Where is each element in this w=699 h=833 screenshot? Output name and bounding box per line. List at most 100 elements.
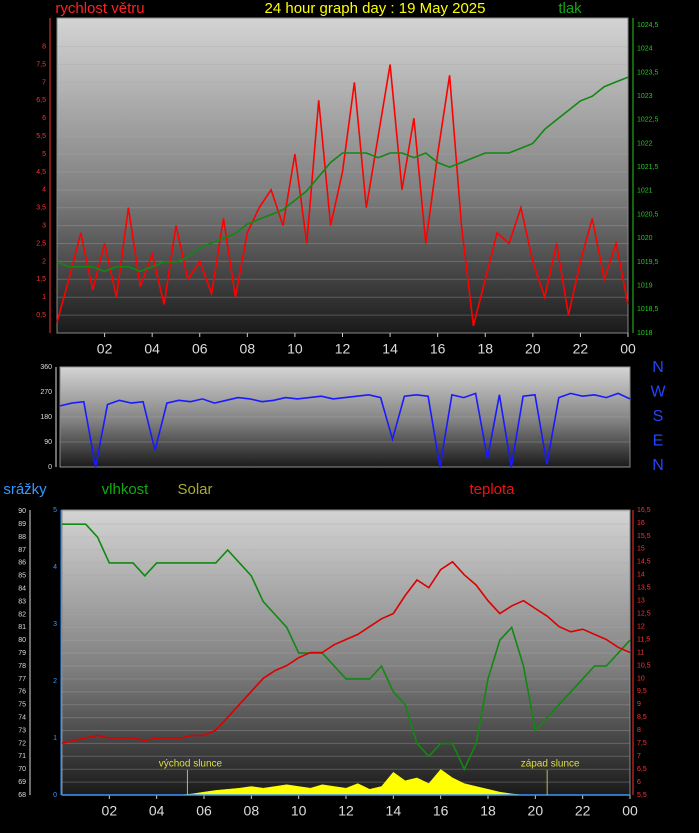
y2-tick-label: 1018,5 <box>637 306 659 313</box>
y2-tick-label: 8,5 <box>637 714 647 721</box>
y2-tick-label: 1019 <box>637 282 653 289</box>
y-tick-label: 89 <box>18 521 26 528</box>
y-tick-label: 2,5 <box>36 240 46 247</box>
y3-tick-label: 3 <box>53 621 57 628</box>
x-tick-label: 08 <box>244 803 260 819</box>
legend-entry: Solar <box>177 481 212 498</box>
y-tick-label: 3 <box>42 222 46 229</box>
y2-tick-label: 8 <box>637 727 641 734</box>
y2-tick-label: 6,5 <box>637 766 647 773</box>
y2-tick-label: 14,5 <box>637 559 651 566</box>
y-tick-label: 0,5 <box>36 312 46 319</box>
y2-tick-label: 1023,5 <box>637 69 659 76</box>
x-tick-label: 06 <box>192 341 208 357</box>
direction-label: W <box>650 384 666 401</box>
y2-tick-label: 1019,5 <box>637 259 659 266</box>
y-tick-label: 83 <box>18 598 26 605</box>
direction-label: N <box>652 457 664 474</box>
y2-tick-label: 11,5 <box>637 636 650 643</box>
y-tick-label: 79 <box>18 650 26 657</box>
y-tick-label: 3,5 <box>36 205 46 212</box>
x-tick-label: 12 <box>338 803 354 819</box>
y2-tick-label: 1022 <box>637 140 653 147</box>
x-tick-label: 16 <box>430 341 446 357</box>
x-tick-label: 18 <box>480 803 496 819</box>
y2-tick-label: 14 <box>637 572 645 579</box>
x-tick-label: 02 <box>97 341 113 357</box>
y-tick-label: 75 <box>18 702 26 709</box>
y2-tick-label: 7,5 <box>637 740 647 747</box>
x-tick-label: 00 <box>620 341 636 357</box>
y3-tick-label: 4 <box>53 564 57 571</box>
y2-tick-label: 1024,5 <box>637 22 659 29</box>
direction-label: E <box>653 433 664 450</box>
series-line <box>59 392 631 468</box>
x-tick-label: 04 <box>149 803 165 819</box>
y-tick-label: 87 <box>18 547 26 554</box>
y2-tick-label: 1021 <box>637 188 653 195</box>
x-tick-label: 06 <box>196 803 212 819</box>
y2-tick-label: 5,5 <box>637 792 647 799</box>
x-tick-label: 02 <box>102 803 118 819</box>
y-tick-label: 73 <box>18 727 26 734</box>
y-tick-label: 78 <box>18 663 26 670</box>
y-tick-label: 180 <box>40 414 52 421</box>
legend-entry: teplota <box>469 481 515 498</box>
y2-tick-label: 11 <box>637 649 644 656</box>
y2-tick-label: 1023 <box>637 93 653 100</box>
y-tick-label: 88 <box>18 534 26 541</box>
y-tick-label: 76 <box>18 689 26 696</box>
y-axis-label: rychlost větru <box>55 0 144 17</box>
x-tick-label: 08 <box>240 341 256 357</box>
series-line <box>61 560 631 744</box>
y2-tick-label: 16 <box>637 520 645 527</box>
y-tick-label: 5,5 <box>36 133 46 140</box>
y2-axis-label: tlak <box>558 0 582 17</box>
y-tick-label: 7,5 <box>36 61 46 68</box>
y-tick-label: 68 <box>18 792 26 799</box>
y-tick-label: 80 <box>18 637 26 644</box>
y2-tick-label: 1020 <box>637 235 653 242</box>
y-tick-label: 7 <box>42 79 46 86</box>
y3-tick-label: 5 <box>53 507 57 514</box>
direction-label: N <box>652 359 664 376</box>
y2-tick-label: 7 <box>637 753 641 760</box>
y2-tick-label: 1022,5 <box>637 117 659 124</box>
plot-area <box>61 509 631 796</box>
y-tick-label: 4 <box>42 187 46 194</box>
legend-entry: srážky <box>3 481 47 498</box>
y-tick-label: 69 <box>18 779 26 786</box>
y2-tick-label: 15,5 <box>637 533 651 540</box>
y-tick-label: 8 <box>42 43 46 50</box>
y-tick-label: 81 <box>18 624 26 631</box>
y2-tick-label: 9 <box>637 701 641 708</box>
y2-tick-label: 1021,5 <box>637 164 659 171</box>
y-tick-label: 90 <box>44 439 52 446</box>
chart-title: 24 hour graph day : 19 May 2025 <box>265 0 486 17</box>
legend-entry: vlhkost <box>102 481 150 498</box>
y2-tick-label: 12,5 <box>637 610 651 617</box>
y-tick-label: 1,5 <box>36 276 46 283</box>
x-tick-label: 10 <box>287 341 303 357</box>
y-tick-label: 0 <box>48 464 52 471</box>
y3-tick-label: 2 <box>53 678 57 685</box>
y2-tick-label: 1024 <box>637 46 653 53</box>
y-tick-label: 90 <box>18 508 26 515</box>
y2-tick-label: 6 <box>637 779 641 786</box>
y-tick-label: 2 <box>42 258 46 265</box>
annotation: západ slunce <box>521 759 580 770</box>
x-tick-label: 14 <box>386 803 402 819</box>
y-tick-label: 84 <box>18 586 26 593</box>
y2-tick-label: 13,5 <box>637 585 651 592</box>
x-tick-label: 22 <box>573 341 589 357</box>
y-tick-label: 71 <box>18 753 26 760</box>
y-tick-label: 86 <box>18 560 26 567</box>
y-tick-label: 1 <box>42 294 46 301</box>
y-tick-label: 82 <box>18 611 26 618</box>
y-tick-label: 4,5 <box>36 169 46 176</box>
y2-tick-label: 1018 <box>637 330 653 337</box>
series-line <box>56 64 629 326</box>
x-tick-label: 18 <box>477 341 493 357</box>
y-tick-label: 85 <box>18 573 26 580</box>
